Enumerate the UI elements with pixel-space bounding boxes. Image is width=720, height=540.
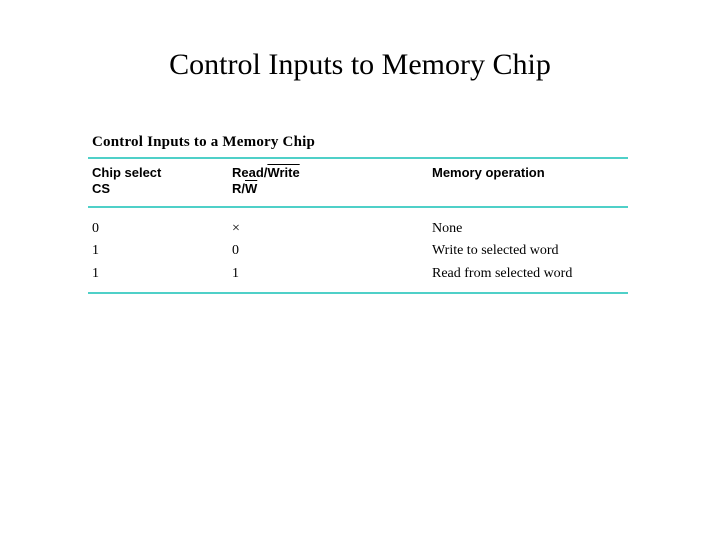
cell-cs: 1 (92, 242, 232, 261)
cell-rw: 0 (232, 242, 432, 261)
header-read-write: Read/Write R/W (232, 165, 432, 198)
control-inputs-table: Control Inputs to a Memory Chip Chip sel… (88, 130, 628, 294)
cell-op: Read from selected word (432, 265, 628, 284)
header-chip-select: Chip select CS (92, 165, 232, 198)
cell-rw: × (232, 220, 432, 239)
table-title: Control Inputs to a Memory Chip (88, 130, 628, 157)
header-col2-line1: Read/Write (232, 165, 432, 181)
cell-op: Write to selected word (432, 242, 628, 261)
header-memory-operation: Memory operation (432, 165, 628, 198)
header-col1-line2: CS (92, 181, 232, 197)
header-col3-line1: Memory operation (432, 165, 628, 181)
cell-op: None (432, 220, 628, 239)
cell-cs: 1 (92, 265, 232, 284)
header-col2-line2: R/W (232, 181, 432, 197)
slide-title: Control Inputs to Memory Chip (0, 48, 720, 82)
table-row: 1 1 Read from selected word (92, 263, 628, 286)
cell-cs: 0 (92, 220, 232, 239)
header-col1-line1: Chip select (92, 165, 232, 181)
rule-bottom (88, 292, 628, 294)
table-header-row: Chip select CS Read/Write R/W Memory ope… (88, 159, 628, 206)
table-row: 0 × None (92, 218, 628, 241)
table-body: 0 × None 1 0 Write to selected word 1 1 … (88, 208, 628, 293)
cell-rw: 1 (232, 265, 432, 284)
table-row: 1 0 Write to selected word (92, 240, 628, 263)
